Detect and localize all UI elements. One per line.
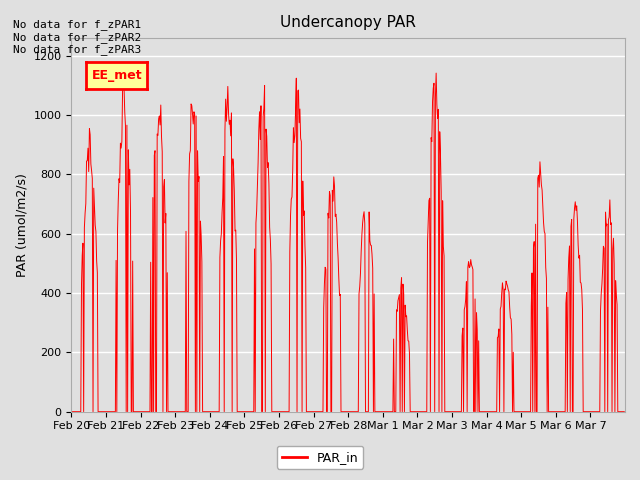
Legend: PAR_in: PAR_in bbox=[276, 446, 364, 469]
Y-axis label: PAR (umol/m2/s): PAR (umol/m2/s) bbox=[15, 173, 28, 277]
Text: No data for f_zPAR1
No data for f_zPAR2
No data for f_zPAR3: No data for f_zPAR1 No data for f_zPAR2 … bbox=[13, 19, 141, 55]
Title: Undercanopy PAR: Undercanopy PAR bbox=[280, 15, 416, 30]
Text: EE_met: EE_met bbox=[92, 69, 142, 82]
